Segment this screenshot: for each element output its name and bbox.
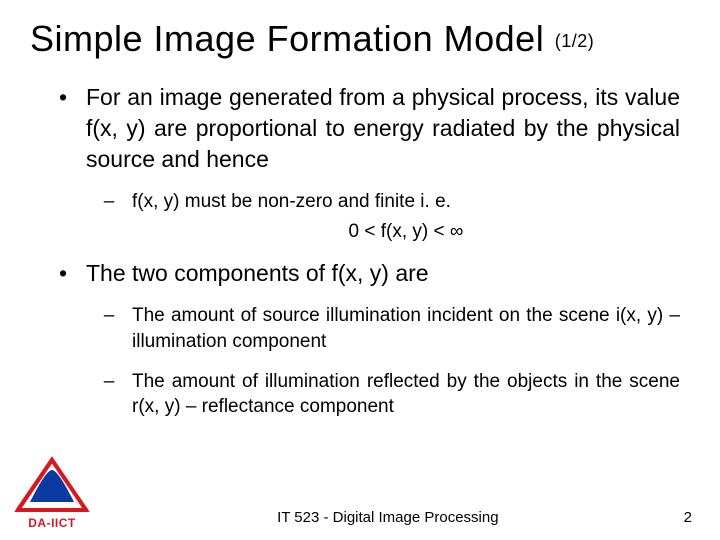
sub-bullet-marker: – (86, 369, 132, 420)
sub-bullet-marker: – (86, 303, 132, 354)
title-main: Simple Image Formation Model (30, 18, 544, 59)
bullet-marker: • (40, 82, 86, 175)
sub-bullet-text: f(x, y) must be non-zero and finite i. e… (132, 189, 680, 215)
bullet-text: The two components of f(x, y) are (86, 258, 680, 289)
sub-bullet-centerline: 0 < f(x, y) < ∞ (40, 219, 680, 245)
logo: DA-IICT (12, 456, 92, 528)
title-sub: (1/2) (555, 31, 595, 51)
bullet-marker: • (40, 258, 86, 289)
sub-bullet-item: – The amount of illumination reflected b… (40, 369, 680, 420)
bullet-item: • The two components of f(x, y) are (40, 258, 680, 289)
sub-bullet-marker-empty (86, 219, 132, 245)
slide-footer: DA-IICT IT 523 - Digital Image Processin… (0, 456, 720, 528)
bullet-item: • For an image generated from a physical… (40, 82, 680, 175)
sub-bullet-item: – f(x, y) must be non-zero and finite i.… (40, 189, 680, 215)
sub-bullet-text: The amount of source illumination incide… (132, 303, 680, 354)
sub-bullet-text: The amount of illumination reflected by … (132, 369, 680, 420)
sub-bullet-item: – The amount of source illumination inci… (40, 303, 680, 354)
logo-text: DA-IICT (12, 516, 92, 530)
footer-center-text: IT 523 - Digital Image Processing (92, 509, 684, 528)
page-number: 2 (684, 509, 692, 528)
logo-icon (12, 456, 92, 514)
bullet-text: For an image generated from a physical p… (86, 82, 680, 175)
slide-content: • For an image generated from a physical… (0, 70, 720, 420)
sub-bullet-center-text: 0 < f(x, y) < ∞ (132, 219, 680, 245)
slide-title: Simple Image Formation Model (1/2) (0, 0, 720, 70)
sub-bullet-marker: – (86, 189, 132, 215)
